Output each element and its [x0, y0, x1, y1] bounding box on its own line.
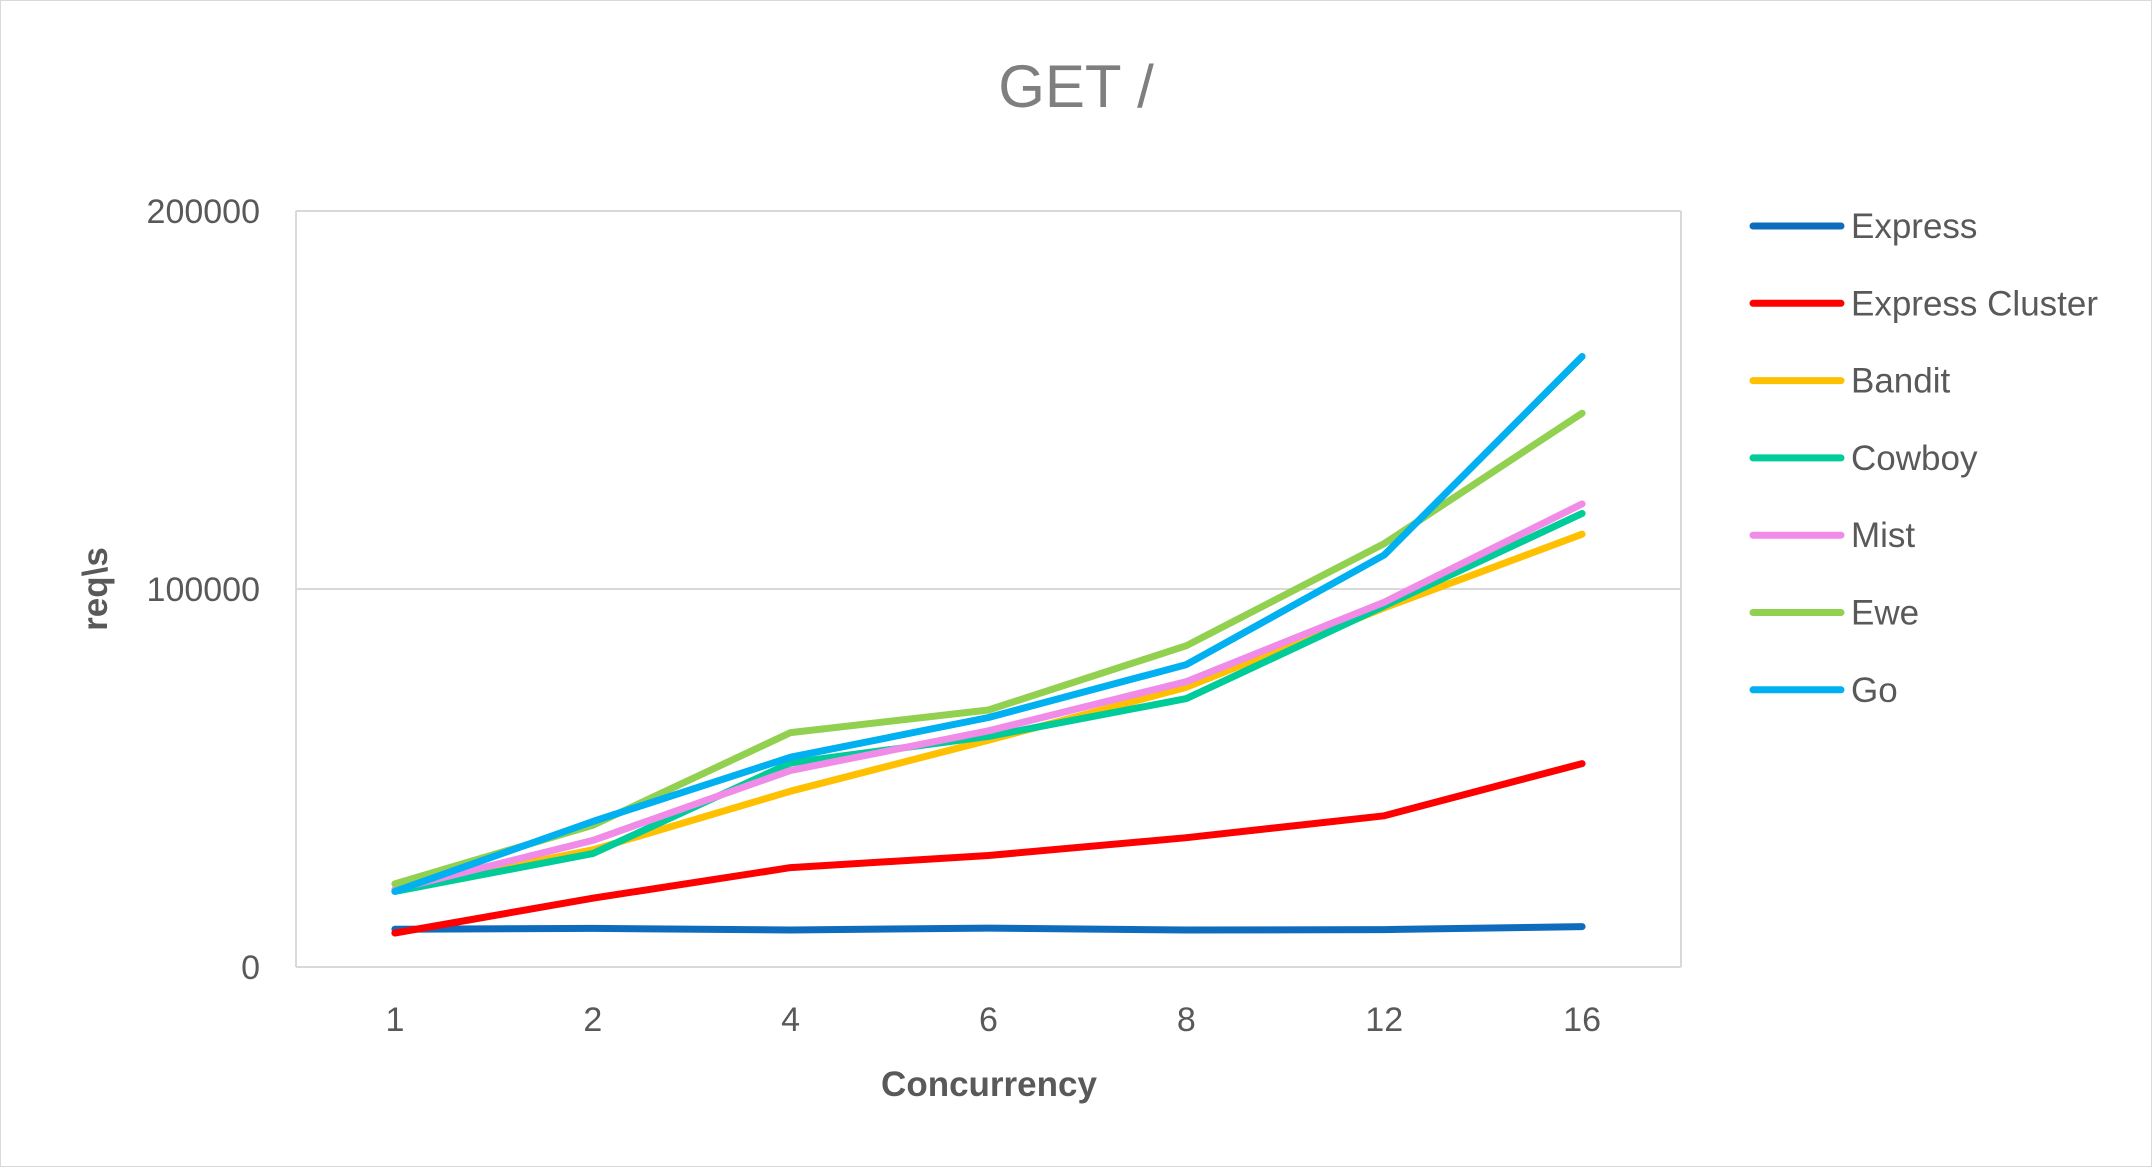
legend-label: Ewe	[1851, 594, 1919, 633]
y-tick-label: 100000	[147, 571, 260, 609]
legend-item: Mist	[1749, 516, 1915, 555]
x-axis-title: Concurrency	[881, 1065, 1097, 1104]
legend-item: Ewe	[1749, 594, 1919, 633]
series-line-ewe	[391, 409, 1586, 888]
legend-label: Cowboy	[1851, 439, 1978, 478]
legend-label: Go	[1851, 671, 1898, 710]
legend-label: Bandit	[1851, 362, 1951, 401]
legend-item: Cowboy	[1749, 439, 1978, 478]
x-tick-label: 2	[583, 1001, 602, 1039]
series-line-express-cluster	[391, 760, 1586, 937]
legend-item: Express	[1749, 207, 1977, 246]
series-line-mist	[391, 500, 1586, 893]
legend-item: Go	[1749, 671, 1898, 710]
x-tick-label: 1	[385, 1001, 404, 1039]
gridlines	[295, 210, 1682, 968]
legend-item: Express Cluster	[1749, 284, 2098, 323]
series-line-express	[391, 923, 1586, 934]
y-axis-ticks: 0 100000 200000	[147, 193, 260, 987]
y-tick-label: 200000	[147, 193, 260, 231]
x-axis-ticks: 1 2 4 6 8 12 16	[385, 1001, 1601, 1039]
chart-title: GET /	[998, 53, 1154, 120]
y-tick-label: 0	[241, 949, 260, 987]
x-tick-label: 16	[1563, 1001, 1601, 1039]
y-axis-title: req\s	[76, 547, 115, 631]
series-line-cowboy	[391, 509, 1586, 895]
x-tick-label: 8	[1177, 1001, 1196, 1039]
x-tick-label: 4	[781, 1001, 800, 1039]
legend-label: Express	[1851, 207, 1977, 246]
legend: Express Express Cluster Bandit Cowboy Mist Ew…	[1749, 207, 2098, 710]
legend-label: Mist	[1851, 516, 1915, 555]
x-tick-label: 12	[1365, 1001, 1403, 1039]
series-lines	[391, 353, 1586, 937]
legend-item: Bandit	[1749, 362, 1951, 401]
series-line-go	[391, 353, 1586, 895]
legend-label: Express Cluster	[1851, 284, 2098, 323]
x-tick-label: 6	[979, 1001, 998, 1039]
